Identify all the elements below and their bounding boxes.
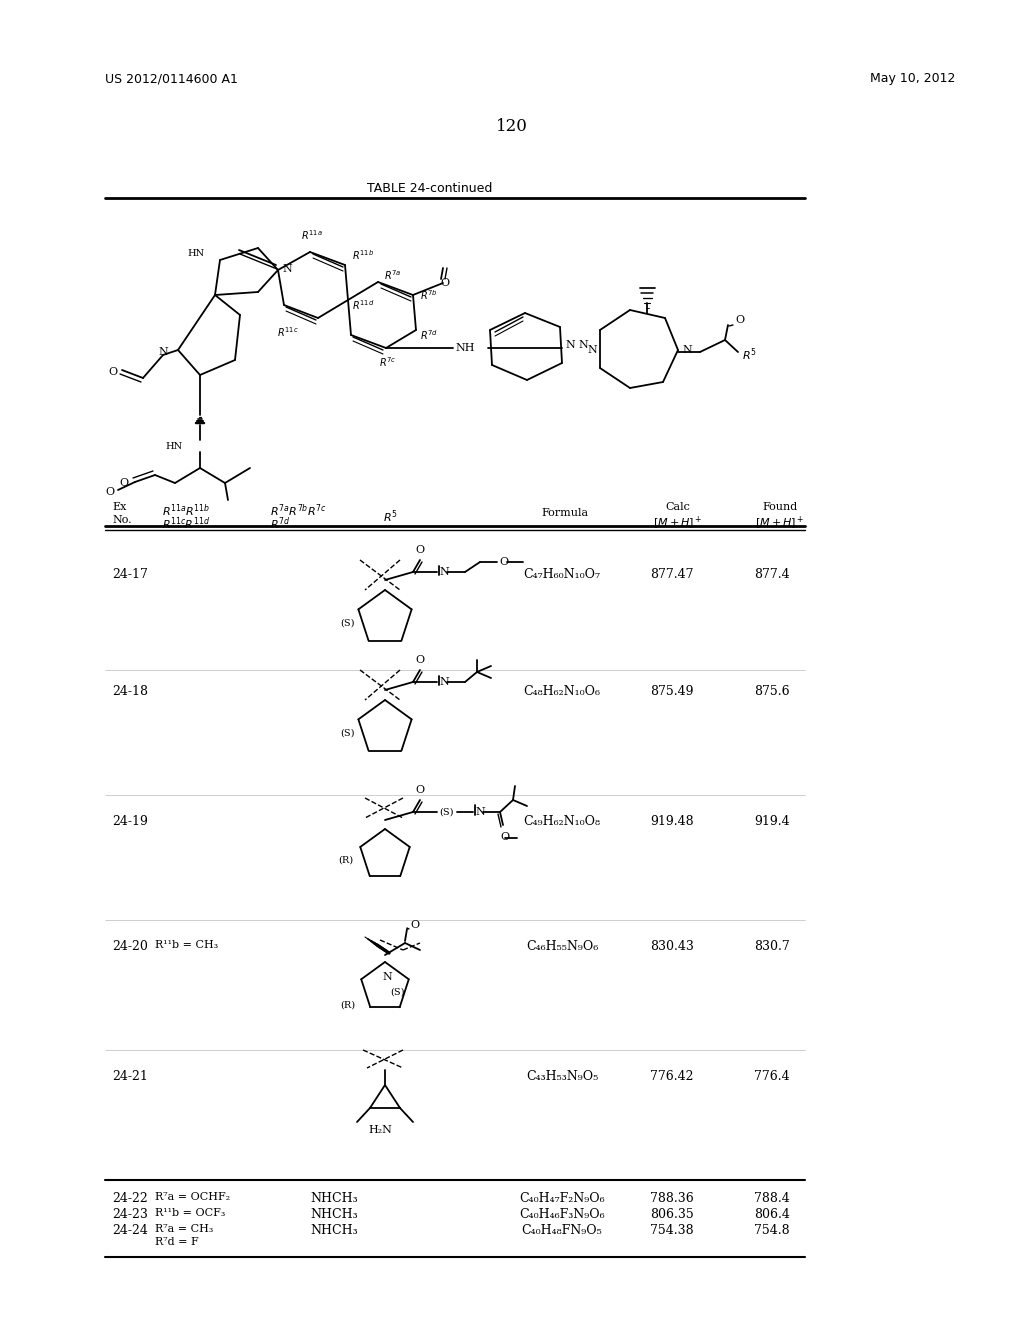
- Text: $R^5$: $R^5$: [742, 347, 757, 363]
- Text: O: O: [105, 487, 115, 498]
- Text: 776.42: 776.42: [650, 1071, 693, 1082]
- Text: O: O: [416, 785, 425, 795]
- Text: $[M + H]^+$: $[M + H]^+$: [756, 515, 805, 532]
- Text: 24-23: 24-23: [112, 1208, 147, 1221]
- Text: $R^{11b}$: $R^{11b}$: [352, 248, 374, 261]
- Text: C₄₀H₄₈FN₉O₅: C₄₀H₄₈FN₉O₅: [521, 1224, 602, 1237]
- Text: (R): (R): [340, 1001, 355, 1010]
- Text: $R^{11c}$: $R^{11c}$: [278, 325, 299, 339]
- Text: NHCH₃: NHCH₃: [310, 1192, 357, 1205]
- Text: H₂N: H₂N: [368, 1125, 392, 1135]
- Text: $R^{7a}$: $R^{7a}$: [384, 268, 401, 282]
- Text: 875.6: 875.6: [755, 685, 790, 698]
- Text: (S): (S): [341, 729, 355, 738]
- Text: N: N: [682, 345, 692, 355]
- Text: 806.35: 806.35: [650, 1208, 694, 1221]
- Text: 875.49: 875.49: [650, 685, 693, 698]
- Text: NHCH₃: NHCH₃: [310, 1224, 357, 1237]
- Text: (S): (S): [390, 987, 404, 997]
- Text: C₄₀H₄₇F₂N₉O₆: C₄₀H₄₇F₂N₉O₆: [519, 1192, 605, 1205]
- Text: R¹¹b = OCF₃: R¹¹b = OCF₃: [155, 1208, 225, 1218]
- Text: O: O: [109, 367, 118, 378]
- Text: (S): (S): [439, 808, 454, 817]
- Text: C₄₉H₆₂N₁₀O₈: C₄₉H₆₂N₁₀O₈: [523, 814, 600, 828]
- Text: No.: No.: [112, 515, 132, 525]
- Text: 120: 120: [496, 117, 528, 135]
- Text: 806.4: 806.4: [754, 1208, 790, 1221]
- Text: Ex: Ex: [112, 502, 126, 512]
- Text: 919.4: 919.4: [755, 814, 790, 828]
- Text: O: O: [410, 920, 419, 931]
- Text: $R^{7d}$: $R^{7d}$: [270, 515, 291, 532]
- Text: TABLE 24-continued: TABLE 24-continued: [368, 182, 493, 195]
- Text: $R^5$: $R^5$: [383, 508, 397, 524]
- Text: O: O: [416, 655, 425, 665]
- Text: 24-19: 24-19: [112, 814, 147, 828]
- Text: O: O: [499, 557, 508, 568]
- Text: C₄₇H₆₀N₁₀O₇: C₄₇H₆₀N₁₀O₇: [523, 568, 600, 581]
- Text: (S): (S): [341, 619, 355, 627]
- Text: Calc: Calc: [666, 502, 690, 512]
- Text: R⁷d = F: R⁷d = F: [155, 1237, 199, 1247]
- Text: 830.43: 830.43: [650, 940, 694, 953]
- Text: $R^{11a}$: $R^{11a}$: [301, 228, 323, 242]
- Text: O: O: [120, 478, 129, 488]
- Text: NH: NH: [455, 343, 474, 352]
- Text: Formula: Formula: [542, 508, 589, 517]
- Text: HN: HN: [166, 442, 183, 451]
- Text: O: O: [501, 832, 510, 842]
- Text: 877.47: 877.47: [650, 568, 693, 581]
- Text: 788.4: 788.4: [754, 1192, 790, 1205]
- Text: O: O: [416, 545, 425, 554]
- Text: N: N: [158, 347, 168, 356]
- Text: 24-22: 24-22: [112, 1192, 147, 1205]
- Text: 919.48: 919.48: [650, 814, 694, 828]
- Text: C₄₈H₆₂N₁₀O₆: C₄₈H₆₂N₁₀O₆: [523, 685, 600, 698]
- Text: $R^{11d}$: $R^{11d}$: [352, 298, 375, 312]
- Text: Found: Found: [763, 502, 798, 512]
- Text: N: N: [475, 807, 484, 817]
- Text: $R^{7a}R^{7b}R^{7c}$: $R^{7a}R^{7b}R^{7c}$: [270, 502, 327, 519]
- Text: N: N: [578, 341, 588, 350]
- Text: O: O: [735, 315, 744, 325]
- Text: 24-20: 24-20: [112, 940, 147, 953]
- Text: O: O: [440, 279, 450, 288]
- Text: R¹¹b = CH₃: R¹¹b = CH₃: [155, 940, 218, 950]
- Text: C₄₃H₅₃N₉O₅: C₄₃H₅₃N₉O₅: [526, 1071, 598, 1082]
- Text: NHCH₃: NHCH₃: [310, 1208, 357, 1221]
- Text: 877.4: 877.4: [755, 568, 790, 581]
- Text: N: N: [439, 568, 449, 577]
- Text: C₄₆H₅₅N₉O₆: C₄₆H₅₅N₉O₆: [526, 940, 598, 953]
- Text: 788.36: 788.36: [650, 1192, 694, 1205]
- Text: N: N: [565, 341, 574, 350]
- Text: 754.38: 754.38: [650, 1224, 694, 1237]
- Text: R⁷a = CH₃: R⁷a = CH₃: [155, 1224, 213, 1234]
- Text: C₄₀H₄₆F₃N₉O₆: C₄₀H₄₆F₃N₉O₆: [519, 1208, 605, 1221]
- Text: R⁷a = OCHF₂: R⁷a = OCHF₂: [155, 1192, 230, 1203]
- Text: 24-17: 24-17: [112, 568, 147, 581]
- Text: $R^{11c}R^{11d}$: $R^{11c}R^{11d}$: [162, 515, 210, 532]
- Text: 24-24: 24-24: [112, 1224, 147, 1237]
- Text: 754.8: 754.8: [755, 1224, 790, 1237]
- Text: N: N: [282, 264, 292, 275]
- Text: 24-21: 24-21: [112, 1071, 147, 1082]
- Text: 830.7: 830.7: [754, 940, 790, 953]
- Text: $R^{7c}$: $R^{7c}$: [379, 355, 396, 368]
- Text: HN: HN: [187, 248, 205, 257]
- Text: May 10, 2012: May 10, 2012: [870, 73, 955, 84]
- Text: 776.4: 776.4: [755, 1071, 790, 1082]
- Text: (R): (R): [338, 855, 353, 865]
- Text: N: N: [439, 677, 449, 686]
- Text: N: N: [382, 972, 392, 982]
- Text: $R^{11a}R^{11b}$: $R^{11a}R^{11b}$: [162, 502, 211, 519]
- Text: 24-18: 24-18: [112, 685, 148, 698]
- Text: N: N: [587, 345, 597, 355]
- Text: $[M + H]^+$: $[M + H]^+$: [653, 515, 702, 532]
- Text: $R^{7d}$: $R^{7d}$: [420, 329, 438, 342]
- Text: $R^{7b}$: $R^{7b}$: [420, 288, 438, 302]
- Text: US 2012/0114600 A1: US 2012/0114600 A1: [105, 73, 238, 84]
